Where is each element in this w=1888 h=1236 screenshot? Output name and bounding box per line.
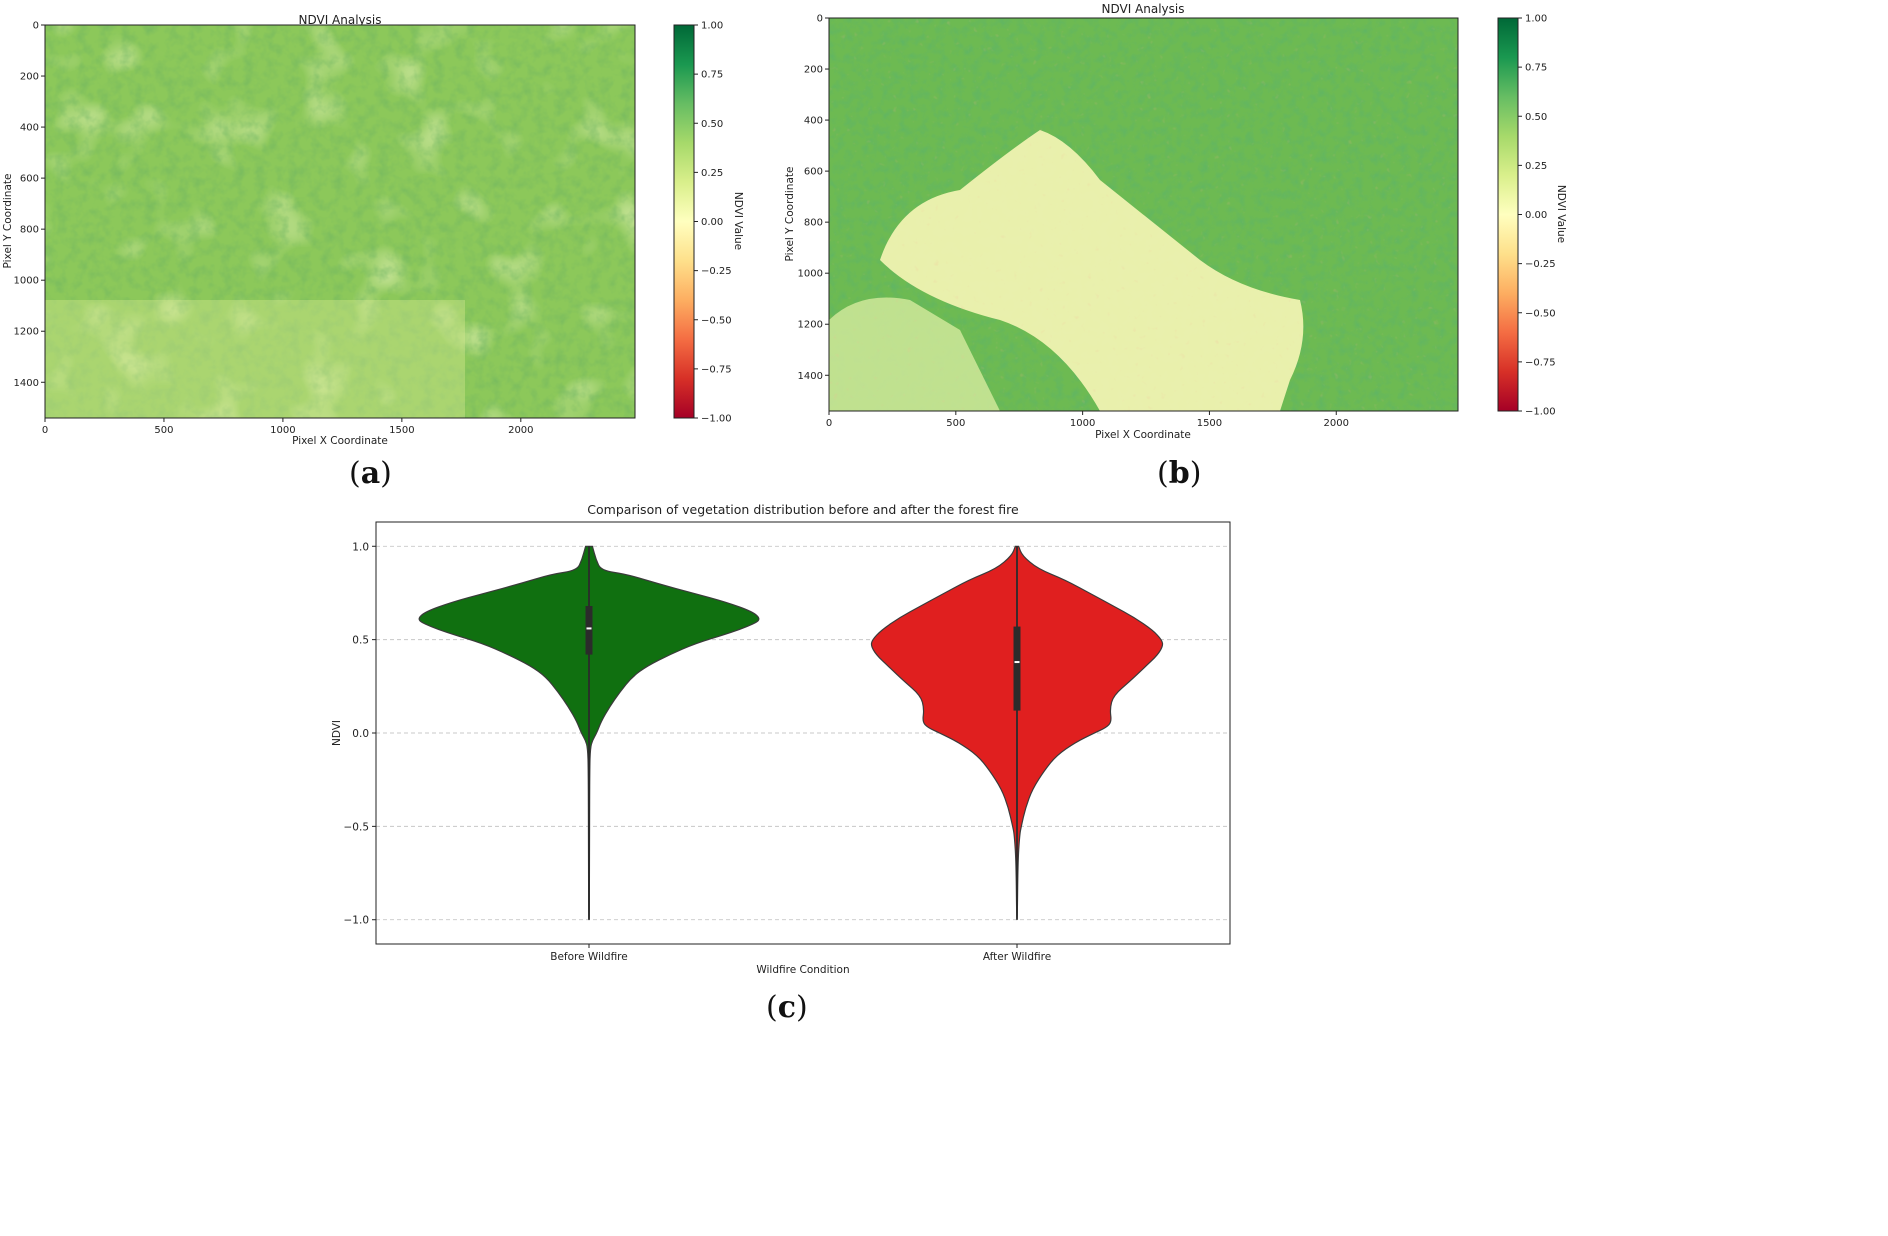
b-y-tick-label: 200 bbox=[804, 65, 823, 76]
panel-a-title: NDVI Analysis bbox=[298, 13, 381, 27]
a-x-tick-label: 500 bbox=[154, 425, 173, 436]
a-y-tick-label: 200 bbox=[20, 72, 39, 83]
b-y-tick-label: 1000 bbox=[798, 269, 823, 280]
b-colorbar-tick-label: 0.75 bbox=[1525, 63, 1547, 74]
b-y-tick-label: 0 bbox=[817, 14, 823, 25]
panel-b-y-ticks: 0 200 400 600 800 1000 1200 1400 bbox=[798, 14, 829, 382]
a-y-tick-label: 1400 bbox=[14, 378, 39, 389]
b-colorbar-tick-label: −0.50 bbox=[1525, 308, 1556, 319]
panel-label-a: (a) bbox=[349, 456, 392, 491]
panel-b-colorbar-label: NDVI Value bbox=[1555, 185, 1567, 243]
panel-b: NDVI Analysis 0 500 1000 1500 2000 0 200 400 60… bbox=[784, 2, 1567, 441]
b-y-tick-label: 1400 bbox=[798, 371, 823, 382]
panel-b-title: NDVI Analysis bbox=[1101, 2, 1184, 16]
panel-b-heatmap bbox=[828, 17, 1459, 412]
panel-b-colorbar bbox=[1497, 17, 1519, 412]
a-colorbar-tick-label: −1.00 bbox=[701, 414, 732, 425]
a-colorbar-tick-label: 0.50 bbox=[701, 119, 723, 130]
a-y-tick-label: 800 bbox=[20, 225, 39, 236]
panel-c-x-ticks: Before Wildfire After Wildfire bbox=[550, 944, 1051, 963]
a-y-tick-label: 1200 bbox=[14, 327, 39, 338]
b-y-tick-label: 600 bbox=[804, 167, 823, 178]
b-y-tick-label: 800 bbox=[804, 218, 823, 229]
panel-c-xlabel: Wildfire Condition bbox=[756, 964, 849, 976]
a-colorbar-tick-label: −0.25 bbox=[701, 266, 732, 277]
panel-c-violins bbox=[418, 545, 1164, 921]
a-colorbar-tick-label: −0.75 bbox=[701, 364, 732, 375]
b-colorbar-tick-label: 0.50 bbox=[1525, 112, 1547, 123]
a-colorbar-tick-label: 0.25 bbox=[701, 168, 723, 179]
b-y-tick-label: 1200 bbox=[798, 320, 823, 331]
b-x-tick-label: 1000 bbox=[1070, 418, 1095, 429]
panel-b-xlabel: Pixel X Coordinate bbox=[1095, 429, 1191, 441]
violin-box bbox=[1013, 626, 1021, 711]
panel-a-ylabel: Pixel Y Coordinate bbox=[2, 174, 14, 269]
panel-label-c: (c) bbox=[766, 990, 808, 1025]
a-y-tick-label: 1000 bbox=[14, 276, 39, 287]
b-x-tick-label: 0 bbox=[826, 418, 832, 429]
panel-b-ylabel: Pixel Y Coordinate bbox=[784, 167, 796, 262]
x-tick-label: Before Wildfire bbox=[550, 951, 627, 963]
b-colorbar-tick-label: 1.00 bbox=[1525, 14, 1547, 25]
a-y-tick-label: 400 bbox=[20, 123, 39, 134]
b-colorbar-tick-label: 0.25 bbox=[1525, 161, 1547, 172]
y-tick-label: −1.0 bbox=[344, 915, 370, 927]
panel-b-colorbar-ticks: 1.00 0.75 0.50 0.25 0.00 −0.25 −0.50 −0.75 −1.00 bbox=[1518, 14, 1556, 418]
x-tick-label: After Wildfire bbox=[983, 951, 1051, 963]
panel-a-colorbar bbox=[673, 24, 695, 419]
panel-a-heatmap bbox=[44, 24, 636, 419]
panel-a-xlabel: Pixel X Coordinate bbox=[292, 435, 388, 447]
panel-a-x-ticks: 0 500 1000 1500 2000 bbox=[42, 418, 534, 436]
y-tick-label: 0.5 bbox=[352, 635, 369, 647]
b-colorbar-tick-label: −0.75 bbox=[1525, 357, 1556, 368]
panel-b-x-ticks: 0 500 1000 1500 2000 bbox=[826, 411, 1349, 429]
a-x-tick-label: 1500 bbox=[389, 425, 414, 436]
panel-a-colorbar-label: NDVI Value bbox=[732, 192, 744, 250]
a-y-tick-label: 600 bbox=[20, 174, 39, 185]
b-colorbar-tick-label: −0.25 bbox=[1525, 259, 1556, 270]
a-x-tick-label: 0 bbox=[42, 425, 48, 436]
a-y-tick-label: 0 bbox=[33, 21, 39, 32]
panel-c-ylabel: NDVI bbox=[331, 720, 343, 746]
panel-c-title: Comparison of vegetation distribution be… bbox=[587, 502, 1019, 517]
a-x-tick-label: 2000 bbox=[508, 425, 533, 436]
panel-label-b: (b) bbox=[1157, 456, 1202, 491]
b-colorbar-tick-label: 0.00 bbox=[1525, 210, 1547, 221]
panel-a: NDVI Analysis 0 500 1000 1500 2000 0 200 400 60… bbox=[2, 13, 744, 447]
violin-box bbox=[585, 606, 593, 655]
b-y-tick-label: 400 bbox=[804, 116, 823, 127]
a-colorbar-tick-label: −0.50 bbox=[701, 315, 732, 326]
b-colorbar-tick-label: −1.00 bbox=[1525, 407, 1556, 418]
panel-c: Comparison of vegetation distribution be… bbox=[331, 502, 1231, 976]
b-x-tick-label: 2000 bbox=[1324, 418, 1349, 429]
panel-a-y-ticks: 0 200 400 600 800 1000 1200 1400 bbox=[14, 21, 45, 389]
y-tick-label: 0.0 bbox=[352, 728, 369, 740]
b-x-tick-label: 1500 bbox=[1197, 418, 1222, 429]
a-colorbar-tick-label: 0.00 bbox=[701, 217, 723, 228]
y-tick-label: −0.5 bbox=[344, 821, 370, 833]
a-colorbar-tick-label: 1.00 bbox=[701, 21, 723, 32]
y-tick-label: 1.0 bbox=[352, 541, 369, 553]
b-x-tick-label: 500 bbox=[946, 418, 965, 429]
panel-a-colorbar-ticks: 1.00 0.75 0.50 0.25 0.00 −0.25 −0.50 −0.75 −1.00 bbox=[694, 21, 732, 425]
a-x-tick-label: 1000 bbox=[270, 425, 295, 436]
panel-c-y-ticks: 1.0 0.5 0.0 −0.5 −1.0 bbox=[344, 541, 376, 927]
a-colorbar-tick-label: 0.75 bbox=[701, 70, 723, 81]
